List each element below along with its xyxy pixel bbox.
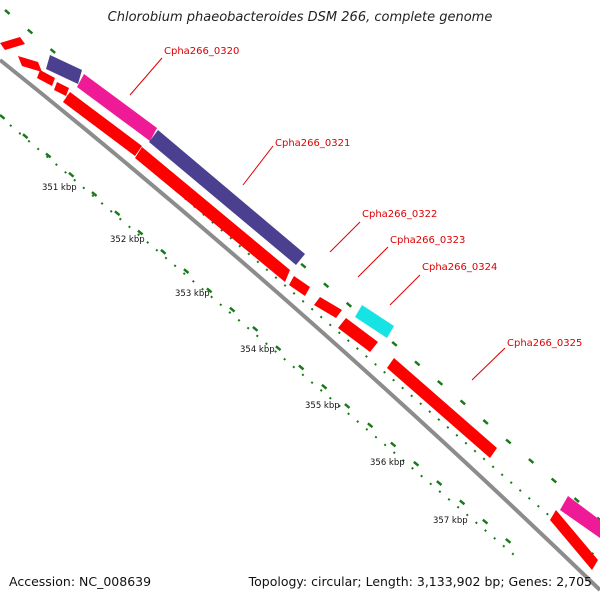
gene-arrow: [314, 297, 342, 318]
kbp-labels: 351 kbp 352 kbp 353 kbp 354 kbp 355 kbp …: [42, 183, 468, 526]
gene-arrow: [387, 358, 497, 458]
map-title: Chlorobium phaeobacteroides DSM 266, com…: [107, 10, 493, 25]
gene-arrow: [149, 130, 305, 265]
genome-summary-text: Topology: circular; Length: 3,133,902 bp…: [248, 574, 592, 589]
genome-backbone: [0, 58, 600, 592]
gene-label: Cpha266_0320: [164, 46, 239, 57]
inner-major-ticks: [0, 114, 526, 556]
label-leader-line: [242, 145, 274, 186]
gene-arrow: [46, 55, 82, 84]
kbp-label: 351 kbp: [42, 183, 77, 193]
gene-arrow: [18, 56, 42, 72]
kbp-label: 354 kbp: [240, 345, 275, 355]
gene-arrow: [135, 147, 290, 282]
gene-arrow: [560, 496, 600, 538]
label-leader-line: [329, 221, 361, 253]
inner-tick-track: [0, 114, 526, 561]
outer-tick-track: [4, 9, 600, 561]
outer-major-ticks: [4, 9, 600, 521]
kbp-label: 352 kbp: [110, 235, 145, 245]
gene-arrow: [63, 92, 142, 156]
gene-arrow: [289, 276, 310, 296]
gene-label: Cpha266_0322: [362, 209, 437, 220]
label-leader-line: [389, 274, 421, 306]
label-leader-line: [357, 246, 389, 278]
forward-strand-genes: [46, 55, 600, 538]
kbp-label: 353 kbp: [175, 289, 210, 299]
gene-label: Cpha266_0324: [422, 262, 497, 273]
gene-arrow: [54, 82, 69, 96]
gene-arrow: [355, 305, 394, 338]
gene-label: Cpha266_0321: [275, 138, 350, 149]
gene-label: Cpha266_0325: [507, 338, 582, 349]
kbp-label: 357 kbp: [433, 516, 468, 526]
gene-arrow: [338, 318, 378, 352]
reverse-strand-genes: [0, 37, 598, 570]
gene-label: Cpha266_0323: [390, 235, 465, 246]
accession-text: Accession: NC_008639: [9, 574, 152, 589]
kbp-label: 356 kbp: [370, 458, 405, 468]
kbp-label: 355 kbp: [305, 401, 340, 411]
gene-arrow: [0, 37, 25, 50]
gene-labels: Cpha266_0320 Cpha266_0321 Cpha266_0322 C…: [129, 46, 582, 381]
gene-arrow: [550, 510, 598, 570]
gene-arrow: [77, 74, 157, 141]
label-leader-line: [129, 57, 163, 96]
inner-minor-ticks: [9, 124, 521, 561]
label-leader-line: [471, 347, 506, 381]
gene-arrow: [37, 70, 55, 86]
